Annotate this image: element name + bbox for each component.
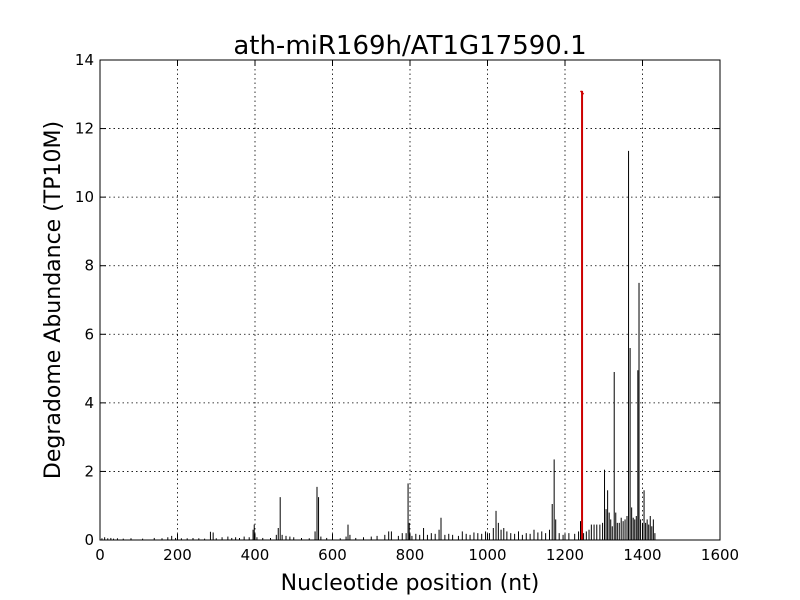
x-tick-label: 800 <box>396 546 425 564</box>
chart-title: ath-miR169h/AT1G17590.1 <box>233 31 586 61</box>
y-tick-label: 8 <box>84 257 94 275</box>
y-tick-label: 4 <box>84 394 94 412</box>
x-tick-label: 1000 <box>468 546 506 564</box>
target-site-tip <box>579 90 585 95</box>
target-site-marker <box>579 90 585 540</box>
axis-ticks: 0 200 400 600 800 1000 1200 1400 1600 0 2 4 6 8 10 12 14 <box>75 51 739 564</box>
grid-lines <box>100 60 720 540</box>
y-tick-label: 2 <box>84 462 94 480</box>
y-tick-label: 12 <box>75 120 94 138</box>
y-tick-label: 10 <box>75 188 94 206</box>
data-bars <box>101 150 656 540</box>
x-tick-label: 1400 <box>623 546 661 564</box>
x-tick-label: 600 <box>318 546 347 564</box>
y-axis-label: Degradome Abundance (TP10M) <box>41 121 66 479</box>
x-tick-label: 0 <box>95 546 105 564</box>
x-tick-label: 1200 <box>546 546 584 564</box>
x-tick-label: 1600 <box>701 546 739 564</box>
x-tick-label: 400 <box>241 546 270 564</box>
y-tick-label: 14 <box>75 51 94 69</box>
x-axis-label: Nucleotide position (nt) <box>281 571 540 596</box>
x-tick-label: 200 <box>163 546 192 564</box>
y-tick-label: 6 <box>84 325 94 343</box>
y-tick-label: 0 <box>84 531 94 549</box>
